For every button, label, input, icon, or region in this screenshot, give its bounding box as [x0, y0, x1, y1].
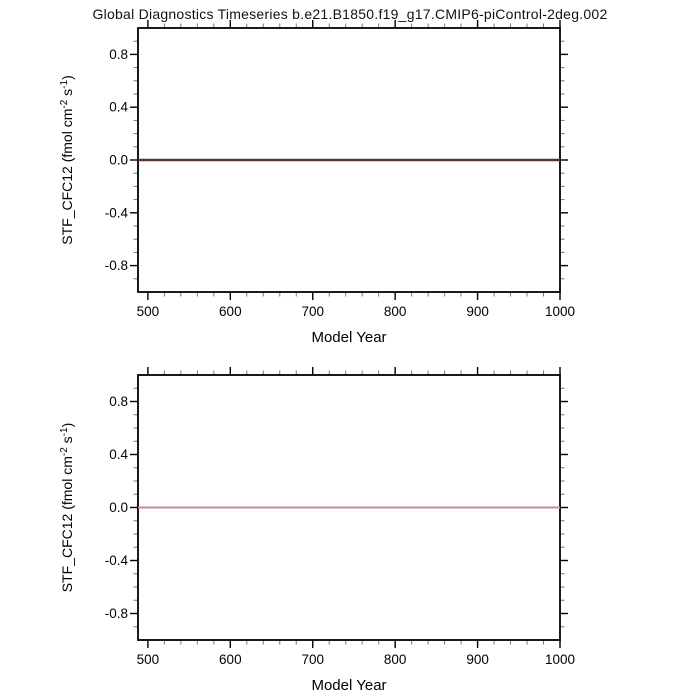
y-axis-label-part: ): [59, 423, 75, 428]
y-axis-label: STF_CFC12 (fmol cm-2 s-1): [59, 75, 75, 245]
x-tick-label: 800: [384, 652, 407, 667]
y-tick-label: 0.0: [109, 500, 128, 515]
timeseries-plot-bottom: 500 600 700 800 900 1000 0.8 0.4 0.0 -0.4 -0.8 Mode…: [59, 367, 575, 694]
y-axis-label-sup: -1: [59, 427, 70, 436]
x-tick-label: 600: [219, 304, 242, 319]
y-axis-label-sup: -1: [59, 79, 70, 88]
x-tick-label: 1000: [545, 652, 575, 667]
x-tick-label: 900: [466, 652, 489, 667]
x-tick-label: 600: [219, 652, 242, 667]
x-tick-label: 700: [301, 652, 324, 667]
y-tick-label: -0.8: [105, 258, 128, 273]
x-tick-label: 1000: [545, 304, 575, 319]
y-tick-label: 0.8: [109, 394, 128, 409]
x-tick-label: 500: [137, 304, 160, 319]
y-axis-label-part: ): [59, 75, 75, 80]
x-tick-label: 500: [137, 652, 160, 667]
y-axis-label: STF_CFC12 (fmol cm-2 s-1): [59, 423, 75, 593]
y-tick-label: 0.4: [109, 447, 128, 462]
timeseries-plot-top: 500 600 700 800 900 1000 0.8 0.4 0.0 -0.4 -0.8 Mode…: [59, 20, 575, 346]
y-axis-label-sup: -2: [59, 99, 70, 108]
x-tick-label: 800: [384, 304, 407, 319]
y-tick-label: -0.4: [105, 553, 129, 568]
y-tick-label: -0.4: [105, 205, 129, 220]
y-axis-label-part: STF_CFC12 (fmol cm: [59, 109, 75, 245]
y-tick-label: 0.4: [109, 100, 128, 115]
x-axis-label: Model Year: [311, 677, 386, 694]
y-axis-label-part: s: [59, 436, 75, 447]
y-axis-label-part: STF_CFC12 (fmol cm: [59, 456, 75, 592]
x-axis-label: Model Year: [311, 329, 386, 346]
x-tick-label: 700: [301, 304, 324, 319]
y-tick-label: -0.8: [105, 606, 128, 621]
y-axis-label-part: s: [59, 89, 75, 100]
x-tick-label: 900: [466, 304, 489, 319]
y-tick-label: 0.8: [109, 47, 128, 62]
y-tick-label: 0.0: [109, 153, 128, 168]
page-title: Global Diagnostics Timeseries b.e21.B185…: [92, 6, 608, 22]
y-axis-label-sup: -2: [59, 447, 70, 456]
